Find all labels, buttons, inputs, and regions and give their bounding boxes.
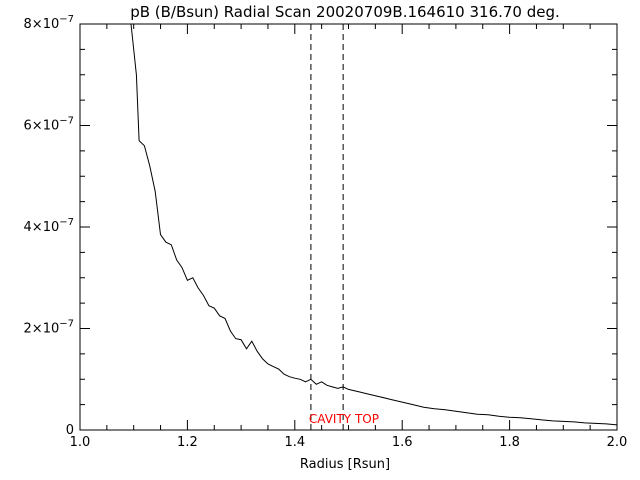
y-tick-label: 8×10−7 <box>24 14 74 32</box>
plot-frame <box>79 23 618 431</box>
chart-title: pB (B/Bsun) Radial Scan 20020709B.164610… <box>130 3 560 21</box>
y-tick-label: 2×10−7 <box>24 319 74 337</box>
x-tick-label: 1.8 <box>499 435 520 450</box>
y-tick-label: 6×10−7 <box>24 116 74 134</box>
x-tick-label: 1.4 <box>284 435 305 450</box>
y-tick-label: 4×10−7 <box>24 217 74 235</box>
annotation-cavity-top: CAVITY TOP <box>309 412 379 426</box>
cavity-markers <box>310 24 344 430</box>
y-axis: 0 2×10−7 4×10−7 6×10−7 8×10−7 <box>24 14 617 438</box>
y-tick-label: 0 <box>66 423 74 438</box>
x-tick-label: 1.0 <box>70 435 91 450</box>
x-axis: 1.0 1.2 1.4 1.6 1.8 2.0 <box>70 24 628 450</box>
x-axis-label: Radius [Rsun] <box>300 457 390 472</box>
x-tick-label: 1.2 <box>177 435 198 450</box>
x-tick-label: 2.0 <box>607 435 628 450</box>
plot-area <box>79 23 618 431</box>
series-line <box>130 23 618 426</box>
x-tick-label: 1.6 <box>392 435 413 450</box>
